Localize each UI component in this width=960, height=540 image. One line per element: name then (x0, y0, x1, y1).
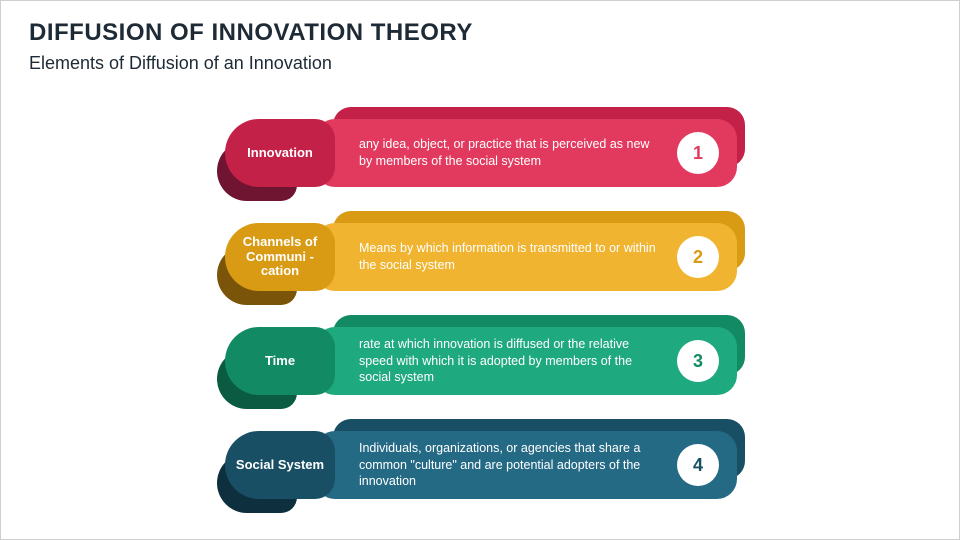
element-desc: Individuals, organizations, or agencies … (359, 440, 657, 491)
element-card: Individuals, organizations, or agencies … (225, 425, 737, 505)
element-label-pill: Innovation (225, 119, 335, 187)
number-badge: 1 (677, 132, 719, 174)
element-body: Individuals, organizations, or agencies … (315, 431, 737, 499)
number-badge: 4 (677, 444, 719, 486)
page-subtitle: Elements of Diffusion of an Innovation (29, 53, 332, 74)
number-text: 2 (693, 245, 703, 269)
element-card: Means by which information is transmitte… (225, 217, 737, 297)
page-title: DIFFUSION OF INNOVATION THEORY (29, 19, 473, 47)
element-body: Means by which information is transmitte… (315, 223, 737, 291)
element-card: rate at which innovation is diffused or … (225, 321, 737, 401)
element-label-pill: Channels of Communi -cation (225, 223, 335, 291)
element-label-pill: Social System (225, 431, 335, 499)
element-label: Innovation (247, 146, 313, 161)
element-body: rate at which innovation is diffused or … (315, 327, 737, 395)
element-card: any idea, object, or practice that is pe… (225, 113, 737, 193)
element-label-pill: Time (225, 327, 335, 395)
slide-canvas: DIFFUSION OF INNOVATION THEORY Elements … (0, 0, 960, 540)
element-row: Means by which information is transmitte… (1, 217, 960, 297)
element-desc: any idea, object, or practice that is pe… (359, 136, 657, 170)
number-text: 1 (693, 141, 703, 165)
number-badge: 2 (677, 236, 719, 278)
element-label: Social System (236, 458, 324, 473)
element-label: Channels of Communi -cation (235, 235, 325, 280)
number-text: 3 (693, 349, 703, 373)
number-badge: 3 (677, 340, 719, 382)
element-row: rate at which innovation is diffused or … (1, 321, 960, 401)
number-text: 4 (693, 453, 703, 477)
element-row: any idea, object, or practice that is pe… (1, 113, 960, 193)
element-row: Individuals, organizations, or agencies … (1, 425, 960, 505)
element-desc: rate at which innovation is diffused or … (359, 336, 657, 387)
element-desc: Means by which information is transmitte… (359, 240, 657, 274)
element-label: Time (265, 354, 295, 369)
element-body: any idea, object, or practice that is pe… (315, 119, 737, 187)
